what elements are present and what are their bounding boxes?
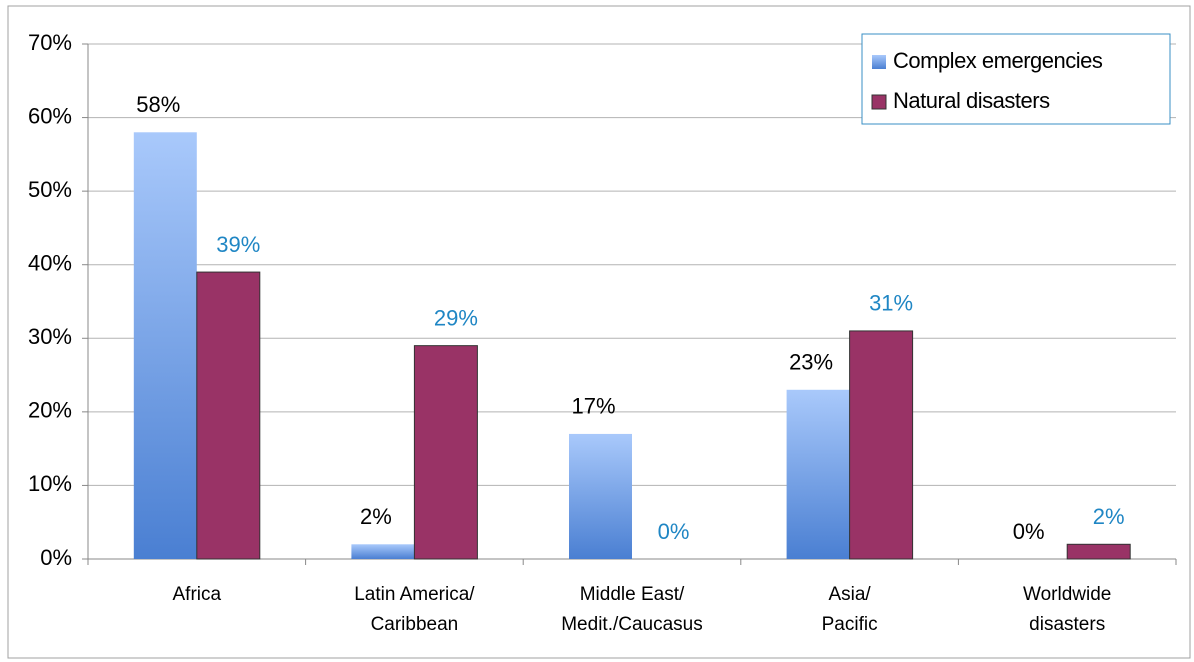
x-tick-label: Middle East/Medit./Caucasus (561, 584, 703, 635)
x-tick-label-line: Asia/ (828, 584, 871, 605)
bar (1066, 543, 1131, 560)
x-tick-label: Latin America/Caribbean (354, 584, 475, 635)
legend-box (861, 33, 1171, 125)
legend-swatch (871, 94, 887, 110)
x-tick-label-line: Medit./Caucasus (561, 614, 703, 635)
x-tick-label-line: Latin America/ (354, 584, 475, 605)
x-tick-label-line: Africa (173, 584, 222, 605)
y-tick-label: 30% (28, 324, 72, 349)
x-tick-label: Africa (173, 584, 222, 605)
data-label: 23% (789, 350, 833, 375)
data-label: 0% (1013, 519, 1045, 544)
bar (133, 132, 197, 560)
bar (786, 389, 850, 559)
bar (413, 345, 478, 560)
y-tick-label: 50% (28, 177, 72, 202)
y-tick-label: 10% (28, 471, 72, 496)
y-tick-label: 70% (28, 30, 72, 55)
bar (196, 271, 261, 560)
data-label: 39% (216, 232, 260, 257)
data-label: 0% (658, 519, 690, 544)
legend-label: Complex emergencies (893, 48, 1103, 73)
data-label: 2% (1093, 504, 1125, 529)
data-label: 2% (360, 504, 392, 529)
y-tick-label: 40% (28, 251, 72, 276)
data-label: 31% (869, 291, 913, 316)
data-label: 29% (434, 305, 478, 330)
x-tick-label-line: disasters (1029, 614, 1105, 635)
x-tick-label-line: Pacific (822, 614, 878, 635)
x-tick-label-line: Worldwide (1023, 584, 1111, 605)
y-tick-label: 0% (40, 545, 72, 570)
bar (849, 330, 914, 560)
x-tick-label: Worldwide disasters (1023, 584, 1111, 635)
x-tick-label: Asia/Pacific (822, 584, 878, 635)
y-tick-label: 60% (28, 103, 72, 128)
legend-swatch (872, 55, 886, 69)
legend-label: Natural disasters (893, 88, 1050, 113)
data-label: 17% (571, 394, 615, 419)
x-tick-label-line: Caribbean (371, 614, 459, 635)
x-tick-label-line: Middle East/ (580, 584, 685, 605)
data-label: 58% (136, 92, 180, 117)
bar (569, 433, 632, 559)
bar (351, 544, 415, 559)
y-tick-label: 20% (28, 398, 72, 423)
